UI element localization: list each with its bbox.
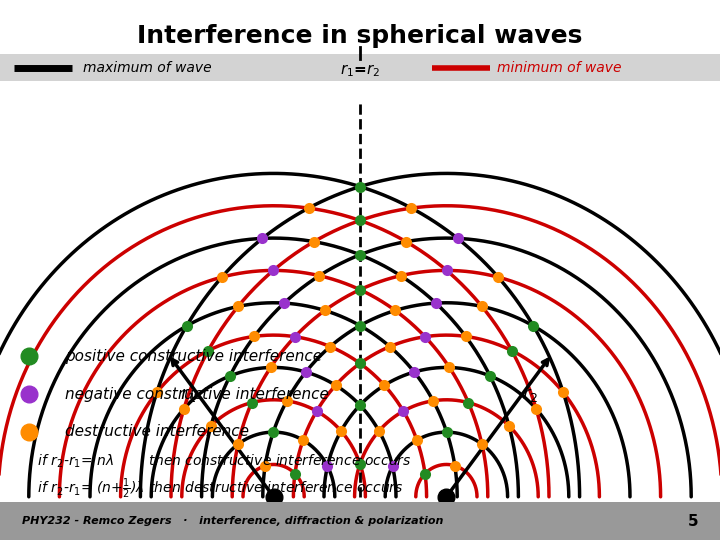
Text: 5: 5 [688, 514, 698, 529]
Text: if $r_2$-$r_1$= n$\lambda$        then constructive interference occurs: if $r_2$-$r_1$= n$\lambda$ then construc… [29, 453, 411, 470]
Text: $r_2$: $r_2$ [522, 386, 539, 403]
Text: positive constructive interference: positive constructive interference [65, 349, 322, 364]
Text: $r_1$: $r_1$ [180, 386, 196, 403]
Text: negative constructive interference: negative constructive interference [65, 387, 328, 402]
Bar [0, 502, 720, 540]
Text: minimum of wave: minimum of wave [497, 60, 621, 75]
Text: Interference in spherical waves: Interference in spherical waves [138, 24, 582, 48]
Text: destructive interference: destructive interference [65, 424, 249, 440]
Text: maximum of wave: maximum of wave [83, 60, 212, 75]
Text: PHY232 - Remco Zegers   ·   interference, diffraction & polarization: PHY232 - Remco Zegers · interference, di… [22, 516, 443, 526]
Text: $r_1$=$r_2$: $r_1$=$r_2$ [340, 62, 380, 78]
Text: if $r_2$-$r_1$= (n+$\frac{1}{2}$)$\lambda$ then destructive interference occurs: if $r_2$-$r_1$= (n+$\frac{1}{2}$)$\lambd… [29, 476, 403, 501]
Bar [0, 54, 720, 81]
